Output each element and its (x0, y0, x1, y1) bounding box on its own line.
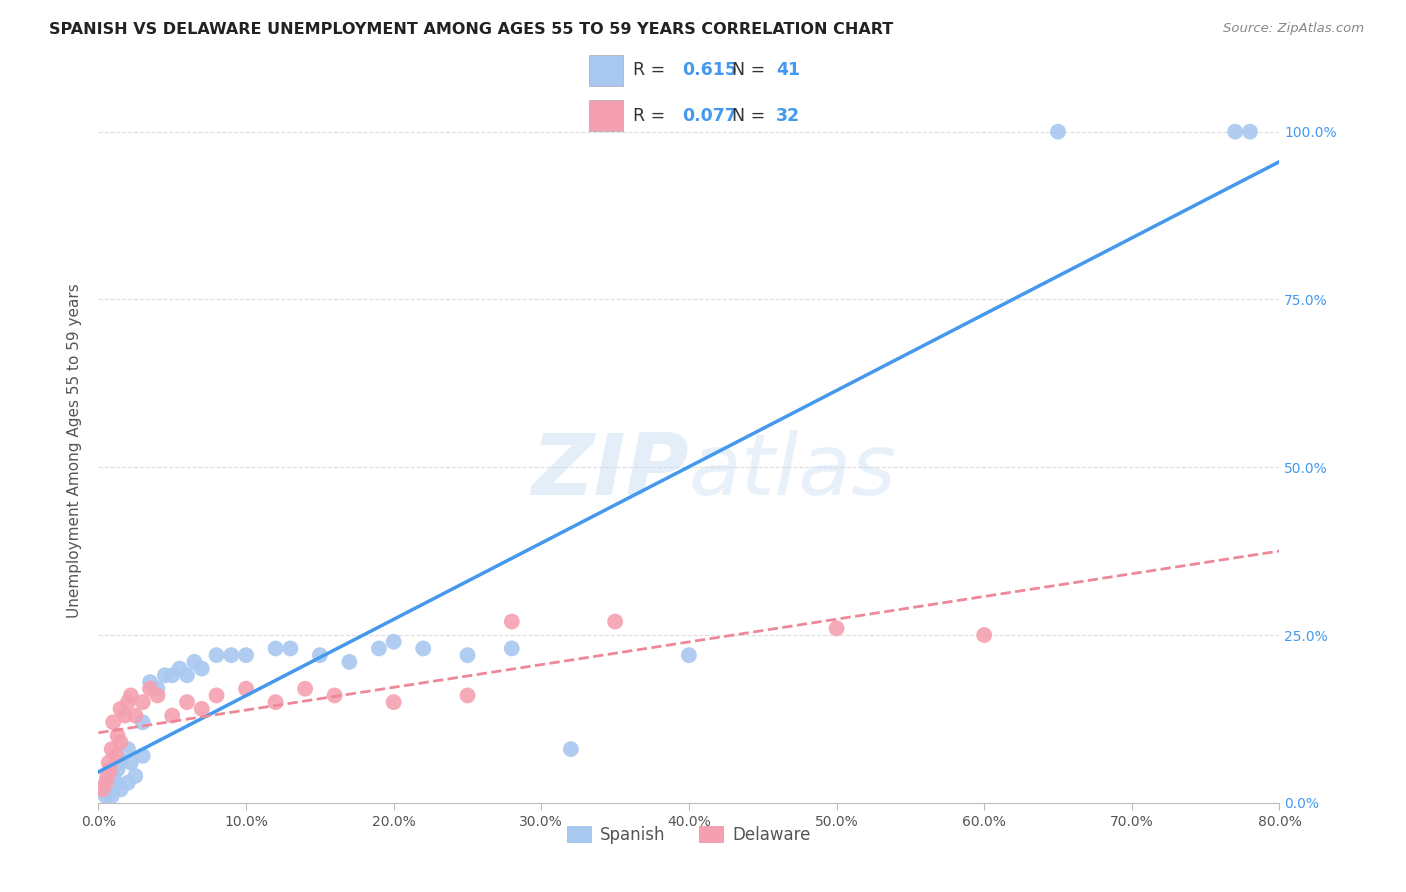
Text: 0.615: 0.615 (682, 61, 737, 78)
Point (501, 641, 523, 656)
Point (382, 634, 405, 648)
FancyBboxPatch shape (589, 55, 623, 86)
Point (205, 648, 228, 662)
Point (825, 621, 848, 635)
Point (110, 756, 132, 770)
Point (294, 681, 316, 696)
Point (1046, 125, 1070, 139)
Point (105, 748, 128, 763)
Point (98, 762, 121, 776)
FancyBboxPatch shape (589, 100, 623, 131)
Point (457, 689, 479, 703)
Point (97, 782, 120, 797)
Point (139, 681, 162, 696)
Point (132, 715, 155, 730)
Point (605, 615, 627, 629)
Point (162, 708, 183, 723)
Point (235, 681, 257, 696)
Text: atlas: atlas (689, 430, 897, 513)
Point (103, 715, 125, 730)
Point (124, 708, 146, 723)
Point (183, 655, 205, 669)
Text: R =: R = (633, 107, 671, 125)
Text: 41: 41 (776, 61, 800, 78)
Point (120, 689, 142, 703)
Point (97, 756, 120, 770)
Point (114, 708, 136, 723)
Point (162, 668, 183, 682)
Point (176, 668, 198, 682)
Point (501, 615, 523, 629)
Point (235, 648, 257, 662)
Point (117, 742, 139, 756)
Text: R =: R = (633, 61, 671, 78)
Point (110, 702, 132, 716)
Point (117, 775, 139, 789)
Point (412, 641, 434, 656)
Text: N =: N = (731, 107, 770, 125)
Point (124, 769, 146, 783)
Point (264, 695, 287, 709)
Point (191, 702, 214, 716)
Point (96, 769, 118, 783)
Legend: Spanish, Delaware: Spanish, Delaware (561, 820, 817, 851)
Point (191, 662, 214, 676)
Point (309, 648, 332, 662)
Point (457, 648, 479, 662)
Text: 0.077: 0.077 (682, 107, 737, 125)
Point (132, 748, 155, 763)
Point (117, 695, 139, 709)
Point (560, 742, 582, 756)
Point (146, 681, 169, 696)
Text: SPANISH VS DELAWARE UNEMPLOYMENT AMONG AGES 55 TO 59 YEARS CORRELATION CHART: SPANISH VS DELAWARE UNEMPLOYMENT AMONG A… (49, 22, 893, 37)
Point (339, 655, 361, 669)
Point (107, 762, 129, 776)
Point (169, 662, 191, 676)
Point (280, 641, 302, 656)
Point (94, 775, 117, 789)
Point (323, 689, 346, 703)
Point (103, 782, 125, 797)
Point (382, 695, 405, 709)
Point (103, 769, 125, 783)
Point (120, 756, 142, 770)
Point (368, 641, 391, 656)
Point (1225, 125, 1247, 139)
Text: N =: N = (731, 61, 770, 78)
Point (264, 641, 287, 656)
Point (91, 782, 114, 797)
Point (105, 775, 128, 789)
Text: ZIP: ZIP (531, 430, 689, 513)
Point (146, 689, 169, 703)
Point (110, 782, 132, 797)
Point (100, 789, 122, 803)
Point (1239, 125, 1261, 139)
Point (153, 668, 176, 682)
Point (110, 735, 132, 749)
Text: 32: 32 (776, 107, 800, 125)
Point (973, 628, 995, 642)
Point (100, 742, 122, 756)
Point (221, 648, 243, 662)
Point (107, 729, 129, 743)
Point (94, 789, 117, 803)
Point (678, 648, 700, 662)
Point (139, 675, 162, 690)
Y-axis label: Unemployment Among Ages 55 to 59 years: Unemployment Among Ages 55 to 59 years (66, 283, 82, 618)
Text: Source: ZipAtlas.com: Source: ZipAtlas.com (1223, 22, 1364, 36)
Point (98, 775, 121, 789)
Point (132, 695, 155, 709)
Point (205, 689, 228, 703)
Point (176, 695, 198, 709)
